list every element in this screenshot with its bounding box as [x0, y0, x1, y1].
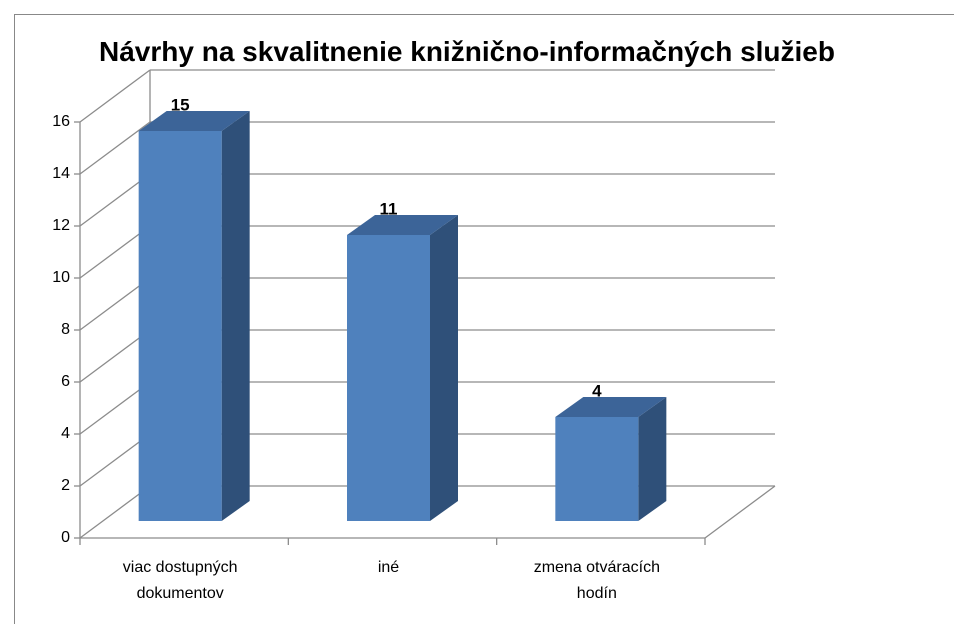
y-tick-label: 2 — [61, 477, 70, 494]
bar — [555, 417, 639, 521]
chart-title: Návrhy na skvalitnenie knižnično-informa… — [99, 36, 835, 67]
value-label: 15 — [171, 95, 190, 114]
chart-border — [14, 14, 954, 624]
bar-top — [555, 397, 667, 417]
bar — [347, 235, 430, 521]
y-tick-label: 10 — [52, 269, 70, 286]
y-tick-label: 16 — [52, 113, 70, 130]
y-tick-label: 14 — [52, 165, 70, 182]
grid-line — [79, 173, 151, 227]
grid-line — [79, 225, 151, 279]
bar-side — [221, 111, 250, 521]
floor-edge — [704, 485, 776, 539]
x-tick-label: iné — [377, 559, 400, 576]
y-tick-label: 6 — [61, 373, 70, 390]
bar-top — [347, 215, 458, 235]
y-tick-label: 0 — [61, 529, 70, 546]
grid-line — [79, 381, 151, 435]
bar-side — [638, 397, 667, 521]
y-tick-label: 4 — [61, 425, 70, 442]
y-tick-label: 8 — [61, 321, 70, 338]
grid-line — [79, 433, 151, 487]
grid-line — [79, 329, 151, 383]
y-tick-label: 12 — [52, 217, 70, 234]
grid-line — [79, 69, 151, 123]
x-tick-label: zmena otváracích hodín — [533, 559, 660, 602]
value-label: 4 — [592, 381, 602, 400]
bar — [138, 131, 222, 521]
bar-top — [138, 111, 250, 131]
value-label: 11 — [380, 199, 398, 218]
grid-line — [79, 121, 151, 175]
grid-line — [79, 277, 151, 331]
x-tick-label: viac dostupných dokumentov — [122, 559, 238, 602]
grid-line — [79, 485, 151, 539]
bar-side — [430, 215, 458, 521]
